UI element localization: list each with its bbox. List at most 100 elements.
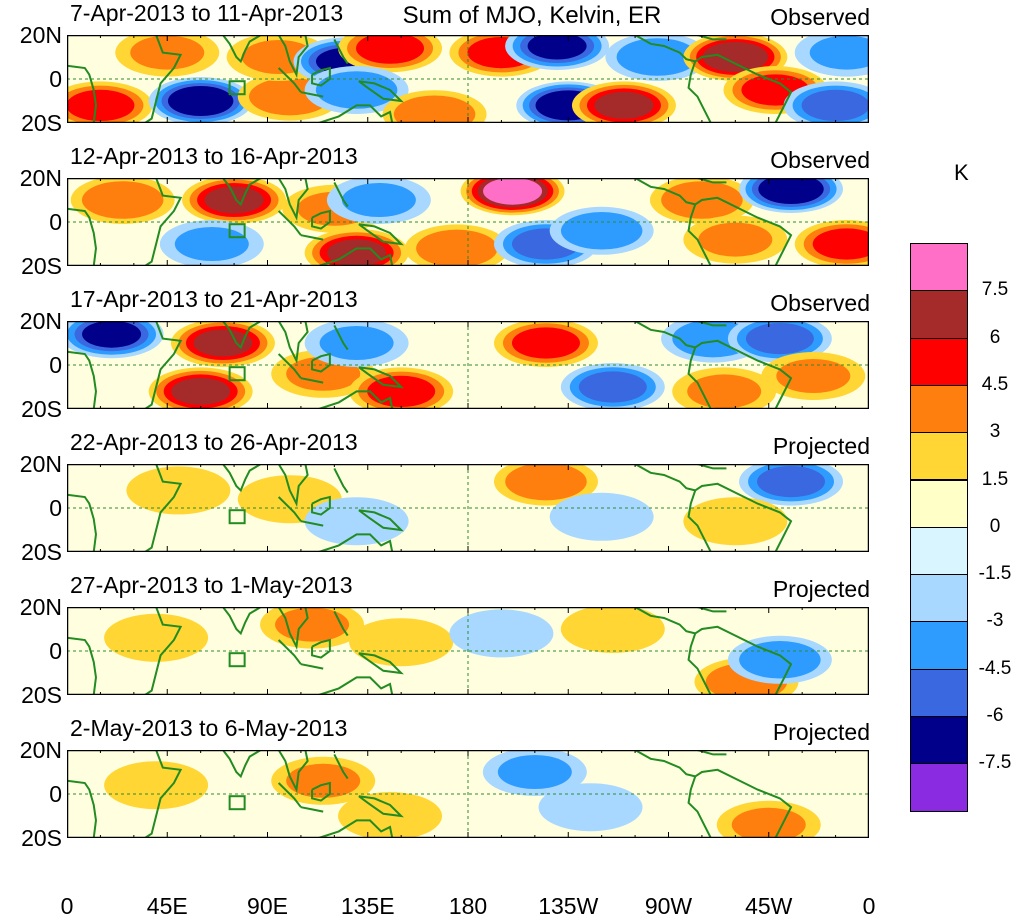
coastline: [300, 91, 324, 98]
anomaly-contour: [67, 89, 135, 121]
coastline: [333, 610, 349, 637]
coastline: [679, 750, 727, 756]
coastline: [679, 178, 727, 184]
coastline: [358, 509, 404, 532]
coastline: [358, 223, 404, 246]
panel-title: 2-May-2013 to 6-May-2013: [70, 715, 348, 741]
anomaly-contour: [193, 329, 253, 357]
coastline: [277, 67, 302, 93]
colorbar-label: -3: [986, 610, 1004, 632]
coastline: [144, 321, 183, 409]
anomaly-contour: [275, 607, 350, 642]
lat-label: 20S: [21, 253, 62, 279]
lat-label: 0: [49, 66, 62, 92]
anomaly-contour: [204, 186, 264, 214]
anomaly-contour: [497, 755, 572, 789]
coastline: [687, 490, 712, 552]
colorbar-cell: [910, 384, 968, 434]
coastline: [333, 324, 349, 351]
colorbar-cell: [910, 479, 968, 528]
coastline: [144, 178, 183, 266]
coastline: [277, 464, 309, 507]
anomaly-contour: [776, 359, 851, 393]
coastline: [277, 35, 309, 78]
anomaly-contour: [167, 86, 234, 116]
panel-title: 27-Apr-2013 to 1-May-2013: [70, 572, 353, 598]
colorbar-cell: [910, 668, 968, 717]
chart-title: Sum of MJO, Kelvin, ER: [402, 2, 662, 29]
coastline: [687, 633, 712, 695]
anomaly-contour: [315, 71, 398, 109]
coastline: [634, 464, 696, 492]
anomaly-contour: [416, 229, 498, 266]
coastline: [67, 636, 97, 695]
panel-4: 22-Apr-2013 to 26-Apr-2013 Projected 20N 0 2…: [0, 429, 1024, 572]
panel-status: Observed: [770, 4, 870, 30]
panel-2: 12-Apr-2013 to 16-Apr-2013 Observed 20N 0 20…: [0, 143, 1024, 286]
coastline: [67, 779, 97, 838]
anomaly-contour: [594, 91, 654, 119]
coastline: [277, 178, 309, 221]
coastline: [634, 607, 696, 635]
anomaly-contour: [505, 464, 587, 501]
colorbar-label: 0: [989, 515, 1001, 537]
anomaly-contour: [449, 609, 554, 658]
anomaly-contour: [560, 212, 643, 250]
anomaly-contour: [341, 183, 416, 217]
coastline: [277, 353, 302, 379]
anomaly-contour: [757, 466, 826, 498]
colorbar-cell: [910, 526, 968, 576]
lat-label: 20S: [21, 396, 62, 422]
anomaly-contour: [393, 95, 476, 123]
coastline: [318, 247, 394, 266]
coastline: [694, 53, 793, 123]
panel-status: Projected: [772, 576, 870, 602]
coastline: [694, 625, 793, 695]
x-tick-label: 180: [448, 893, 488, 919]
colorbar-label: 4.5: [981, 373, 1009, 395]
anomaly-contour: [739, 641, 821, 679]
coastline: [318, 676, 394, 695]
coastline: [694, 196, 793, 266]
colorbar-label: 1.5: [981, 468, 1009, 490]
coastline: [67, 207, 97, 266]
panel-5: 27-Apr-2013 to 1-May-2013 Projected 20N 0 20…: [0, 572, 1024, 715]
coastline: [311, 66, 331, 87]
colorbar-cell: [910, 763, 968, 812]
anomaly-contour: [560, 607, 665, 653]
x-tick-label: 0: [60, 893, 74, 919]
panel-status: Projected: [772, 719, 870, 745]
x-tick-label: 90W: [644, 893, 693, 919]
panel-title: 22-Apr-2013 to 26-Apr-2013: [70, 429, 358, 455]
anomaly-contour: [702, 42, 769, 72]
lat-label: 20S: [21, 825, 62, 851]
coastline: [67, 350, 97, 409]
coastline: [687, 776, 712, 838]
coastline: [694, 339, 793, 409]
coastline: [679, 321, 727, 327]
coastline: [277, 782, 302, 808]
colorbar-label: -1.5: [978, 563, 1012, 585]
x-tick-label: 45E: [146, 893, 188, 919]
anomaly-contour: [82, 321, 142, 348]
coastline: [634, 750, 696, 778]
anomaly-contour: [683, 497, 788, 546]
anomaly-map: [67, 321, 869, 409]
coastline: [333, 467, 349, 494]
coastline: [67, 493, 97, 552]
coastline: [318, 104, 394, 123]
panel-1: 7-Apr-2013 to 11-Apr-2013 Observed 20N 0 20S: [0, 0, 1024, 143]
region-box: [228, 223, 246, 239]
coastline: [300, 377, 324, 384]
coastline: [634, 178, 696, 206]
panel-status: Projected: [772, 433, 870, 459]
coastline: [222, 607, 262, 636]
anomaly-contour: [304, 497, 409, 546]
lat-label: 20S: [21, 539, 62, 565]
anomaly-map: [67, 750, 869, 838]
lat-label: 20N: [19, 165, 62, 191]
lat-label: 20N: [19, 308, 62, 334]
anomaly-contour: [286, 763, 361, 798]
coastline: [694, 768, 793, 838]
anomaly-contour: [367, 375, 436, 407]
